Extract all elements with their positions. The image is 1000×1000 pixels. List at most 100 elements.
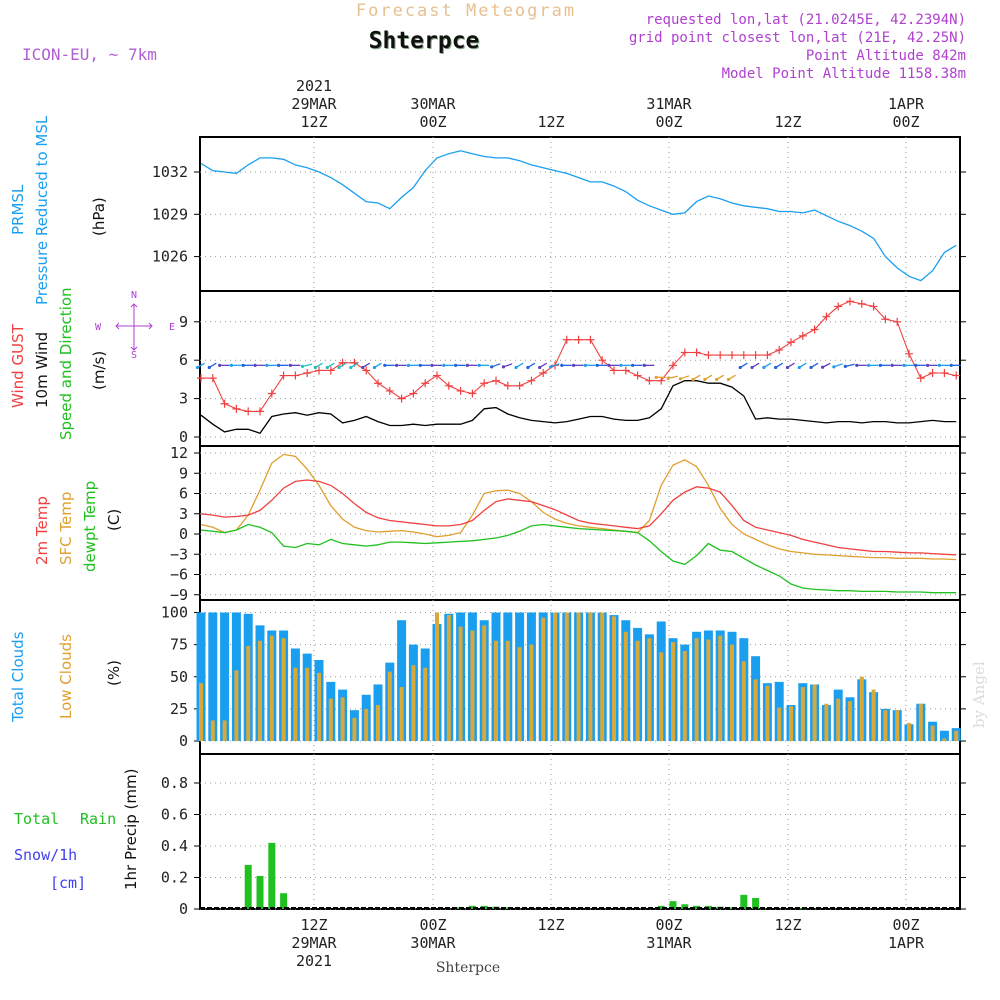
wind-direction-arrowhead <box>797 365 801 370</box>
temp-sfc-label: SFC Temp <box>57 492 75 565</box>
rain-bar <box>280 893 288 909</box>
gust-marker <box>539 369 548 377</box>
low-cloud-bar <box>246 645 251 741</box>
gust-marker <box>208 374 217 383</box>
low-cloud-bar <box>694 638 699 741</box>
low-cloud-bar <box>600 612 605 741</box>
gust-marker <box>303 369 312 377</box>
gust-marker <box>810 325 819 334</box>
rain-bar <box>657 905 665 909</box>
wind-panel: 9 6 3 0 <box>179 290 966 447</box>
temp-tick-label: 9 <box>179 464 188 482</box>
wind-direction-arrowhead <box>241 363 245 367</box>
precip-tick-label: 0.4 <box>161 837 188 855</box>
low-cloud-bar <box>812 684 817 741</box>
station-footer: Shterpce <box>436 960 500 976</box>
wind-unit: (m/s) <box>90 351 108 390</box>
wind-direction-arrow <box>845 363 855 367</box>
temp-2m-series <box>200 479 957 556</box>
top-axis-label: 00Z <box>655 113 682 131</box>
gust-marker <box>503 381 512 390</box>
bottom-axis-label: 31MAR <box>646 934 692 952</box>
wind-direction-arrowhead <box>738 365 742 370</box>
gust-marker <box>256 407 264 416</box>
gust-marker <box>279 371 288 380</box>
precip-frame <box>199 753 961 910</box>
wind-labels: Wind GUST 10m Wind Speed and Direction (… <box>9 287 175 440</box>
low-cloud-bar <box>954 730 959 741</box>
low-cloud-bar <box>612 616 616 741</box>
wind-direction-arrowhead <box>526 365 530 370</box>
low-cloud-bar <box>706 639 711 741</box>
rain-bar <box>468 905 476 909</box>
pressure-label-msl: Pressure Reduced to MSL <box>33 115 51 305</box>
gust-marker <box>197 374 205 383</box>
gust-marker <box>704 351 713 360</box>
low-cloud-bar <box>482 625 487 741</box>
clouds-tick-label: 100 <box>161 604 188 622</box>
wind-direction-arrowhead <box>809 365 813 370</box>
low-cloud-bar <box>777 707 782 741</box>
wind-direction-arrow <box>302 363 313 367</box>
station-title: Shterpce <box>369 28 480 54</box>
rain-bar <box>268 842 276 909</box>
wind-direction-arrow <box>668 375 678 379</box>
low-cloud-bar <box>848 701 852 741</box>
low-cloud-bar <box>588 612 593 741</box>
rain-bar <box>669 901 677 909</box>
wind-direction-arrowhead <box>914 363 918 367</box>
wind-direction-arrowhead <box>878 363 883 367</box>
low-cloud-bar <box>387 671 392 741</box>
temp-unit: (C) <box>105 509 123 531</box>
low-cloud-bar <box>199 683 203 741</box>
wind-direction-arrowhead <box>207 365 211 370</box>
gust-marker <box>869 302 878 311</box>
watermark: by Angel <box>970 661 988 728</box>
low-cloud-bar <box>541 617 546 741</box>
wind-direction-arrowhead <box>691 377 695 382</box>
temp-tick-label: 6 <box>179 485 188 503</box>
gust-marker <box>692 348 701 357</box>
wind-tick-label: 3 <box>179 390 188 408</box>
rain-bar <box>752 897 760 909</box>
low-cloud-bar <box>411 665 416 741</box>
wind-direction-arrowhead <box>832 365 836 369</box>
low-cloud-bar <box>517 647 522 741</box>
gust-marker <box>940 369 949 377</box>
low-cloud-bar <box>800 687 805 741</box>
wind-direction-arrowhead <box>715 377 719 382</box>
gust-marker <box>928 369 937 377</box>
clouds-panel: 100 75 50 25 0 <box>161 599 966 755</box>
gust-marker <box>657 376 666 385</box>
clouds-tick-label: 75 <box>170 636 188 654</box>
wind-direction-arrowhead <box>703 377 707 382</box>
low-cloud-bar <box>623 631 628 741</box>
bottom-axis-label: 00Z <box>655 916 682 934</box>
temp-labels: 2m Temp SFC Temp dewpt Temp (C) <box>33 481 123 572</box>
total-cloud-bar <box>208 612 218 741</box>
temp-tick-label: 12 <box>170 444 188 462</box>
temp-tick-label: −9 <box>170 586 188 604</box>
rain-bar <box>244 864 252 909</box>
low-cloud-bar <box>470 630 475 741</box>
gust-marker <box>775 345 784 354</box>
bottom-axis-label: 29MAR <box>291 934 337 952</box>
clouds-tick-label: 25 <box>170 700 188 718</box>
wind-direction-arrowhead <box>477 363 481 367</box>
wind-10m-label: 10m Wind <box>33 332 51 408</box>
requested-coords: requested lon,lat (21.0245E, 42.2394N) <box>646 12 966 28</box>
gridpoint-coords: grid point closest lon,lat (21E, 42.25N) <box>629 30 966 46</box>
precip-tick-label: 0 <box>179 900 188 918</box>
wind-direction-arrowhead <box>406 363 410 367</box>
low-cloud-bar <box>789 706 793 741</box>
wind-direction-arrowhead <box>678 377 683 381</box>
top-axis-label: 29MAR <box>291 95 337 113</box>
compass-icon: N W E S <box>95 290 175 361</box>
gust-marker <box>232 404 241 413</box>
precipitation-panel: 0.8 0.6 0.4 0.2 0 <box>161 753 966 918</box>
wind-tick-label: 9 <box>179 313 188 331</box>
temp-tick-label: −3 <box>170 545 188 563</box>
low-cloud-bar <box>895 710 900 741</box>
